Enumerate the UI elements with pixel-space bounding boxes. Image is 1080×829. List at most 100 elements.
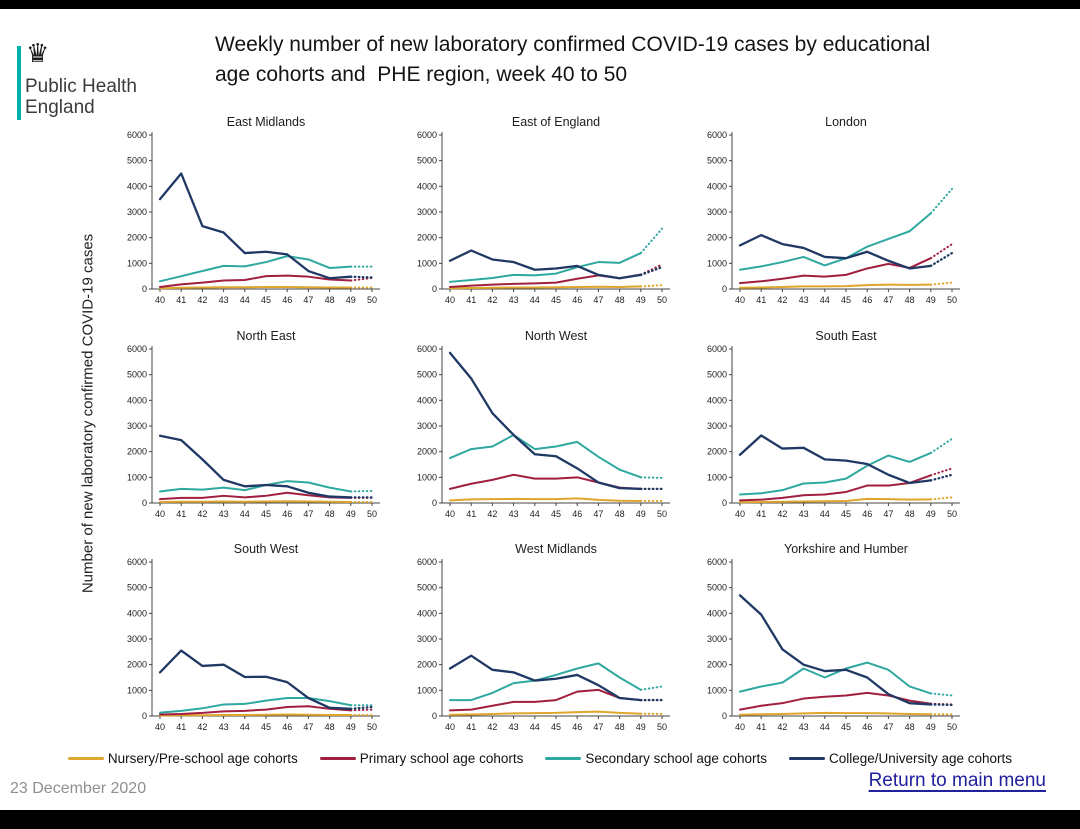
- y-tick-label: 0: [142, 284, 147, 294]
- x-tick-label: 48: [325, 295, 335, 305]
- x-tick-label: 42: [487, 722, 497, 732]
- y-tick-label: 6000: [417, 344, 437, 354]
- nursery-line-swatch: [67, 756, 104, 760]
- y-tick-label: 4000: [707, 395, 727, 405]
- y-tick-label: 5000: [127, 370, 147, 380]
- y-tick-label: 6000: [127, 344, 147, 354]
- chart-title: North West: [525, 329, 588, 343]
- y-tick-label: 5000: [707, 156, 727, 166]
- series-line-nursery: [159, 713, 352, 717]
- y-tick-label: 1000: [127, 685, 147, 695]
- x-tick-label: 47: [593, 509, 603, 519]
- y-tick-label: 3000: [417, 207, 437, 217]
- y-tick-label: 4000: [127, 395, 147, 405]
- x-tick-label: 46: [282, 509, 292, 519]
- y-tick-label: 4000: [127, 608, 147, 618]
- legend-label: Secondary school age cohorts: [585, 750, 767, 766]
- series-projection-primary: [929, 243, 953, 260]
- x-tick-label: 41: [756, 295, 766, 305]
- y-tick-label: 6000: [127, 130, 147, 140]
- x-tick-label: 47: [303, 509, 313, 519]
- series-line-college: [738, 233, 932, 270]
- line-chart: London 0 1000 2000 3000 4000 5000 6000 40 41 42 43 4…: [707, 115, 960, 305]
- x-tick-label: 44: [240, 722, 250, 732]
- y-tick-label: 6000: [127, 557, 147, 567]
- bottom-black-bar: [0, 810, 1080, 829]
- x-tick-label: 46: [572, 722, 582, 732]
- series-line-nursery: [739, 497, 932, 504]
- region-chart-cell: South West 0 1000 2000 3000 4000 5000 6000 40 41 4…: [122, 535, 392, 735]
- line-chart: West Midlands 0 1000 2000 3000 4000 5000 6000 40…: [417, 542, 670, 732]
- x-tick-label: 43: [509, 722, 519, 732]
- series-projection-primary: [349, 276, 373, 282]
- legend-label: Nursery/Pre-school age cohorts: [107, 750, 298, 766]
- x-tick-label: 40: [155, 509, 165, 519]
- y-tick-label: 2000: [127, 447, 147, 457]
- series-line-primary: [159, 491, 352, 501]
- series-line-college: [738, 434, 932, 485]
- x-tick-label: 45: [551, 295, 561, 305]
- y-tick-label: 0: [432, 498, 437, 508]
- y-tick-label: 5000: [127, 156, 147, 166]
- x-tick-label: 40: [735, 509, 745, 519]
- region-chart-cell: West Midlands 0 1000 2000 3000 4000 5000 6000 40…: [412, 535, 682, 735]
- y-axis-label: Number of new laboratory confirmed COVID…: [79, 233, 97, 594]
- series-projection-college: [929, 251, 954, 268]
- series-projection-nursery: [639, 284, 663, 288]
- slide-date: 23 December 2020: [10, 780, 147, 797]
- series-line-nursery: [739, 711, 932, 716]
- x-tick-label: 43: [509, 509, 519, 519]
- x-tick-label: 49: [636, 722, 646, 732]
- series-line-secondary: [739, 661, 932, 695]
- region-chart-cell: Yorkshire and Humber 0 1000 2000 3000 4000 500…: [702, 535, 972, 735]
- college-line-swatch: [788, 756, 825, 760]
- x-tick-label: 44: [820, 295, 830, 305]
- x-tick-label: 42: [777, 509, 787, 519]
- x-tick-label: 44: [530, 509, 540, 519]
- x-tick-label: 43: [799, 509, 809, 519]
- y-tick-label: 2000: [417, 660, 437, 670]
- series-projection-secondary: [639, 685, 663, 691]
- x-tick-label: 40: [445, 722, 455, 732]
- series-line-college: [158, 649, 352, 710]
- series-line-secondary: [449, 662, 642, 702]
- x-tick-label: 48: [615, 509, 625, 519]
- x-tick-label: 45: [841, 509, 851, 519]
- x-tick-label: 47: [883, 722, 893, 732]
- x-tick-label: 40: [155, 295, 165, 305]
- x-tick-label: 45: [261, 509, 271, 519]
- x-tick-label: 47: [593, 295, 603, 305]
- y-tick-label: 3000: [127, 634, 147, 644]
- x-tick-label: 48: [905, 295, 915, 305]
- x-tick-label: 50: [947, 722, 957, 732]
- x-tick-label: 45: [551, 722, 561, 732]
- y-tick-label: 0: [142, 711, 147, 721]
- x-tick-label: 48: [325, 722, 335, 732]
- y-tick-label: 2000: [417, 447, 437, 457]
- x-tick-label: 41: [756, 722, 766, 732]
- series-line-nursery: [449, 497, 642, 502]
- series-line-nursery: [449, 710, 642, 716]
- return-to-main-menu-link[interactable]: Return to main menu: [868, 770, 1046, 791]
- x-tick-label: 42: [487, 295, 497, 305]
- series-line-secondary: [449, 252, 642, 283]
- x-tick-label: 49: [346, 509, 356, 519]
- x-tick-label: 45: [551, 509, 561, 519]
- x-tick-label: 49: [926, 722, 936, 732]
- series-line-college: [158, 434, 352, 499]
- x-tick-label: 47: [593, 722, 603, 732]
- phe-crest-icon: ♛: [26, 38, 50, 68]
- x-tick-label: 42: [487, 509, 497, 519]
- region-chart-cell: East of England 0 1000 2000 3000 4000 5000 6000…: [412, 108, 682, 308]
- x-tick-label: 40: [735, 722, 745, 732]
- x-tick-label: 41: [466, 722, 476, 732]
- chart-legend: Nursery/Pre-school age cohorts Primary s…: [0, 746, 1080, 770]
- series-projection-nursery: [929, 496, 953, 501]
- y-tick-label: 1000: [417, 472, 437, 482]
- x-tick-label: 50: [947, 509, 957, 519]
- phe-logo: ♛ Public Health England: [14, 38, 184, 124]
- y-tick-label: 2000: [417, 233, 437, 243]
- series-projection-secondary: [639, 476, 663, 479]
- top-black-bar: [0, 0, 1080, 9]
- y-tick-label: 2000: [127, 660, 147, 670]
